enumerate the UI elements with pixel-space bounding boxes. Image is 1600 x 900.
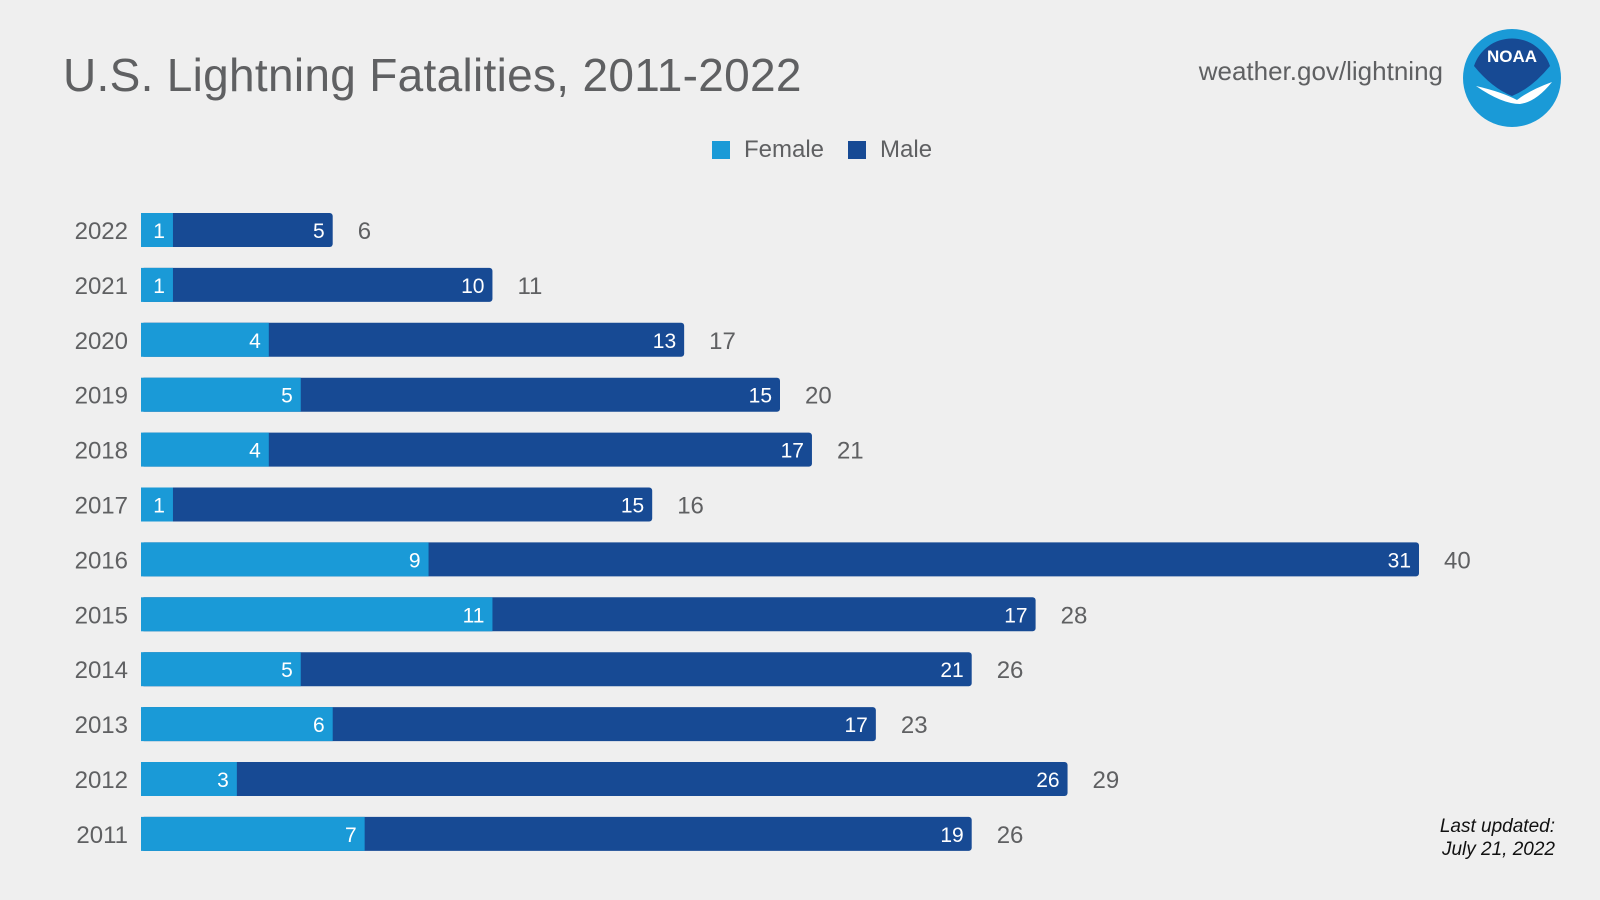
bar-male bbox=[141, 322, 685, 357]
data-label-total: 20 bbox=[805, 383, 832, 410]
y-tick-label: 2016 bbox=[75, 547, 128, 574]
legend-item-female: Female bbox=[712, 136, 824, 164]
site-url[interactable]: weather.gov/lightning bbox=[1198, 56, 1443, 86]
data-label-female: 5 bbox=[281, 659, 293, 682]
y-tick-label: 2012 bbox=[75, 767, 128, 794]
data-label-female: 7 bbox=[345, 824, 357, 847]
chart-title: U.S. Lightning Fatalities, 2011-2022 bbox=[63, 49, 802, 101]
data-label-male: 17 bbox=[844, 714, 867, 737]
bar-male bbox=[141, 432, 812, 467]
legend-label-male: Male bbox=[880, 136, 933, 163]
data-label-total: 29 bbox=[1093, 767, 1120, 794]
data-label-total: 16 bbox=[677, 493, 704, 520]
y-tick-label: 2020 bbox=[75, 328, 128, 355]
noaa-logo-text: NOAA bbox=[1487, 47, 1537, 66]
data-label-total: 23 bbox=[901, 712, 928, 739]
data-label-total: 6 bbox=[358, 218, 371, 245]
data-label-male: 17 bbox=[781, 440, 804, 463]
data-label-female: 3 bbox=[217, 769, 229, 792]
data-label-total: 40 bbox=[1444, 547, 1471, 574]
bar-female bbox=[141, 816, 365, 851]
bar-female bbox=[141, 542, 429, 577]
data-label-female: 1 bbox=[153, 495, 165, 518]
y-tick-label: 2019 bbox=[75, 383, 128, 410]
data-label-female: 1 bbox=[153, 275, 165, 298]
bar-female bbox=[141, 322, 269, 357]
bar-female bbox=[141, 377, 301, 412]
data-label-male: 17 bbox=[1004, 604, 1027, 627]
bar-female bbox=[141, 267, 173, 302]
legend-swatch-female bbox=[712, 141, 730, 159]
data-label-female: 4 bbox=[249, 330, 261, 353]
bar-male bbox=[141, 652, 972, 687]
data-label-female: 4 bbox=[249, 440, 261, 463]
bar-male bbox=[141, 213, 333, 247]
data-label-female: 11 bbox=[463, 604, 485, 627]
bar-male bbox=[141, 267, 493, 302]
y-tick-label: 2021 bbox=[75, 273, 128, 300]
last-updated-label: Last updated: bbox=[1439, 816, 1555, 837]
data-label-female: 6 bbox=[313, 714, 325, 737]
data-label-male: 26 bbox=[1036, 769, 1059, 792]
y-tick-label: 2017 bbox=[75, 493, 128, 520]
bar-female bbox=[141, 707, 333, 742]
legend-item-male: Male bbox=[848, 136, 932, 164]
bar-male bbox=[141, 542, 1419, 577]
data-label-male: 5 bbox=[313, 220, 325, 243]
legend-swatch-male bbox=[848, 141, 867, 159]
data-label-female: 1 bbox=[153, 220, 165, 243]
data-label-male: 19 bbox=[940, 824, 963, 847]
bar-female bbox=[141, 432, 269, 467]
data-label-male: 15 bbox=[621, 495, 644, 518]
data-label-male: 13 bbox=[653, 330, 676, 353]
y-tick-label: 2018 bbox=[75, 438, 128, 465]
legend: Female Male bbox=[712, 136, 956, 164]
data-label-total: 11 bbox=[517, 273, 542, 300]
bar-female bbox=[141, 487, 173, 522]
y-tick-label: 2011 bbox=[76, 822, 128, 849]
bar-male bbox=[141, 487, 653, 522]
data-label-total: 26 bbox=[997, 822, 1024, 849]
y-tick-label: 2022 bbox=[75, 218, 128, 245]
last-updated-note: Last updated: July 21, 2022 bbox=[1440, 815, 1555, 861]
legend-label-female: Female bbox=[744, 136, 825, 163]
data-label-total: 26 bbox=[997, 657, 1024, 684]
last-updated-date: July 21, 2022 bbox=[1441, 839, 1555, 860]
data-label-total: 17 bbox=[709, 328, 736, 355]
data-label-male: 21 bbox=[940, 659, 963, 682]
data-label-male: 31 bbox=[1388, 549, 1411, 572]
data-label-male: 10 bbox=[461, 275, 484, 298]
noaa-logo-icon: NOAA bbox=[1463, 29, 1561, 127]
bar-male bbox=[141, 762, 1068, 796]
y-tick-label: 2015 bbox=[75, 602, 128, 629]
data-label-female: 9 bbox=[409, 549, 421, 572]
data-label-total: 28 bbox=[1061, 602, 1088, 629]
bar-female bbox=[141, 597, 493, 632]
bar-female bbox=[141, 213, 173, 247]
bar-female bbox=[141, 652, 301, 687]
data-label-total: 21 bbox=[837, 438, 864, 465]
data-label-female: 5 bbox=[281, 385, 293, 408]
data-label-male: 15 bbox=[749, 385, 772, 408]
bar-female bbox=[141, 762, 237, 796]
y-tick-label: 2014 bbox=[75, 657, 128, 684]
y-tick-label: 2013 bbox=[75, 712, 128, 739]
